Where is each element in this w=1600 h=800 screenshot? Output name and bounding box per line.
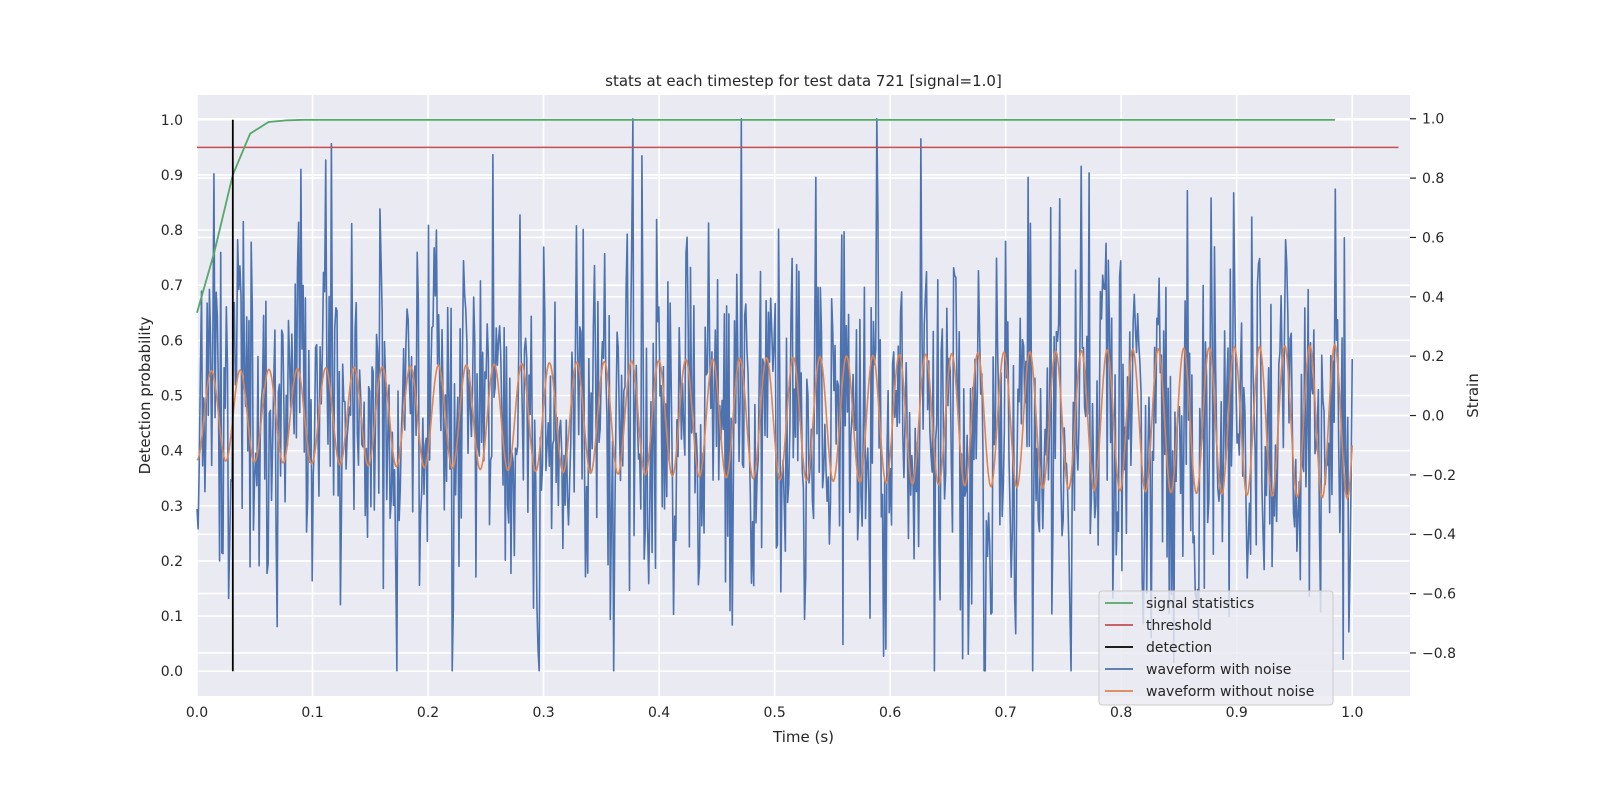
legend-label: waveform with noise — [1146, 662, 1291, 678]
x-tick-label: 0.6 — [879, 705, 901, 721]
legend: signal statistics threshold detection wavef… — [1098, 590, 1334, 706]
y-tick-label-left: 0.2 — [161, 554, 183, 570]
legend-box — [1098, 590, 1334, 706]
ticks: 0.0 0.1 0.2 0.3 0.4 0.5 0.6 0.7 0.8 0.9 1.0 0.0 0.1 0… — [161, 112, 1456, 721]
x-tick-label: 0.0 — [186, 705, 208, 721]
y-tick-label-right: 0.4 — [1422, 290, 1444, 306]
y-tick-label-right: 0.0 — [1422, 409, 1444, 425]
x-tick-label: 0.5 — [763, 705, 785, 721]
series-waveform-with-noise — [196, 117, 1354, 672]
y-tick-label-left: 1.0 — [161, 113, 183, 129]
y-tick-label-left: 0.7 — [161, 278, 183, 294]
y-tick-label-right: 0.2 — [1422, 349, 1444, 365]
x-axis-label: Time (s) — [772, 728, 834, 746]
y-tick-label-right: −0.2 — [1422, 468, 1456, 484]
y-tick-label-left: 0.1 — [161, 609, 183, 625]
legend-label: signal statistics — [1146, 596, 1254, 612]
x-tick-label: 1.0 — [1341, 705, 1363, 721]
series-waveform-without-noise — [196, 343, 1354, 501]
x-tick-label: 0.9 — [1226, 705, 1248, 721]
y-tick-label-right: −0.4 — [1422, 527, 1456, 543]
x-tick-label: 0.2 — [417, 705, 439, 721]
y-axis-right-label: Strain — [1464, 373, 1482, 417]
x-tick-label: 0.1 — [301, 705, 323, 721]
x-tick-label: 0.7 — [995, 705, 1017, 721]
x-tick-label: 0.8 — [1110, 705, 1132, 721]
series-signal-statistics — [196, 118, 1335, 314]
y-tick-label-left: 0.4 — [161, 444, 183, 460]
y-tick-label-right: −0.6 — [1422, 587, 1456, 603]
y-tick-label-left: 0.3 — [161, 499, 183, 515]
x-tick-label: 0.3 — [532, 705, 554, 721]
y-tick-label-right: 0.8 — [1422, 171, 1444, 187]
legend-label: threshold — [1146, 618, 1212, 634]
y-tick-label-left: 0.8 — [161, 223, 183, 239]
y-axis-left-label: Detection probability — [136, 317, 154, 475]
y-tick-label-left: 0.5 — [161, 389, 183, 405]
y-tick-label-right: 0.6 — [1422, 230, 1444, 246]
y-tick-label-left: 0.9 — [161, 168, 183, 184]
y-tick-label-left: 0.0 — [161, 664, 183, 680]
chart-title: stats at each timestep for test data 721… — [605, 72, 1002, 90]
y-tick-label-left: 0.6 — [161, 333, 183, 349]
x-tick-label: 0.4 — [648, 705, 670, 721]
y-tick-label-right: 1.0 — [1422, 112, 1444, 128]
series-layer — [196, 117, 1399, 672]
y-tick-label-right: −0.8 — [1422, 646, 1456, 662]
legend-label: waveform without noise — [1146, 684, 1314, 700]
legend-label: detection — [1146, 640, 1212, 656]
